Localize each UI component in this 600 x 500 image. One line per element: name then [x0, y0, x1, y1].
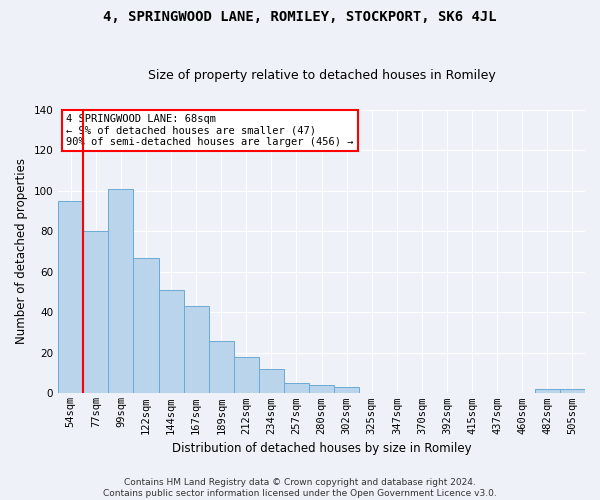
Bar — [133, 258, 158, 394]
Bar — [535, 390, 560, 394]
Title: Size of property relative to detached houses in Romiley: Size of property relative to detached ho… — [148, 69, 496, 82]
Bar — [184, 306, 209, 394]
Bar — [560, 390, 585, 394]
Bar — [109, 188, 133, 394]
Text: 4, SPRINGWOOD LANE, ROMILEY, STOCKPORT, SK6 4JL: 4, SPRINGWOOD LANE, ROMILEY, STOCKPORT, … — [103, 10, 497, 24]
Bar — [334, 388, 359, 394]
Text: 4 SPRINGWOOD LANE: 68sqm
← 9% of detached houses are smaller (47)
90% of semi-de: 4 SPRINGWOOD LANE: 68sqm ← 9% of detache… — [66, 114, 353, 147]
Bar — [83, 231, 109, 394]
Text: Contains HM Land Registry data © Crown copyright and database right 2024.
Contai: Contains HM Land Registry data © Crown c… — [103, 478, 497, 498]
Bar — [209, 340, 234, 394]
Bar — [158, 290, 184, 394]
Y-axis label: Number of detached properties: Number of detached properties — [15, 158, 28, 344]
Bar — [259, 369, 284, 394]
Bar — [284, 384, 309, 394]
Bar — [309, 386, 334, 394]
X-axis label: Distribution of detached houses by size in Romiley: Distribution of detached houses by size … — [172, 442, 472, 455]
Bar — [234, 357, 259, 394]
Bar — [58, 201, 83, 394]
